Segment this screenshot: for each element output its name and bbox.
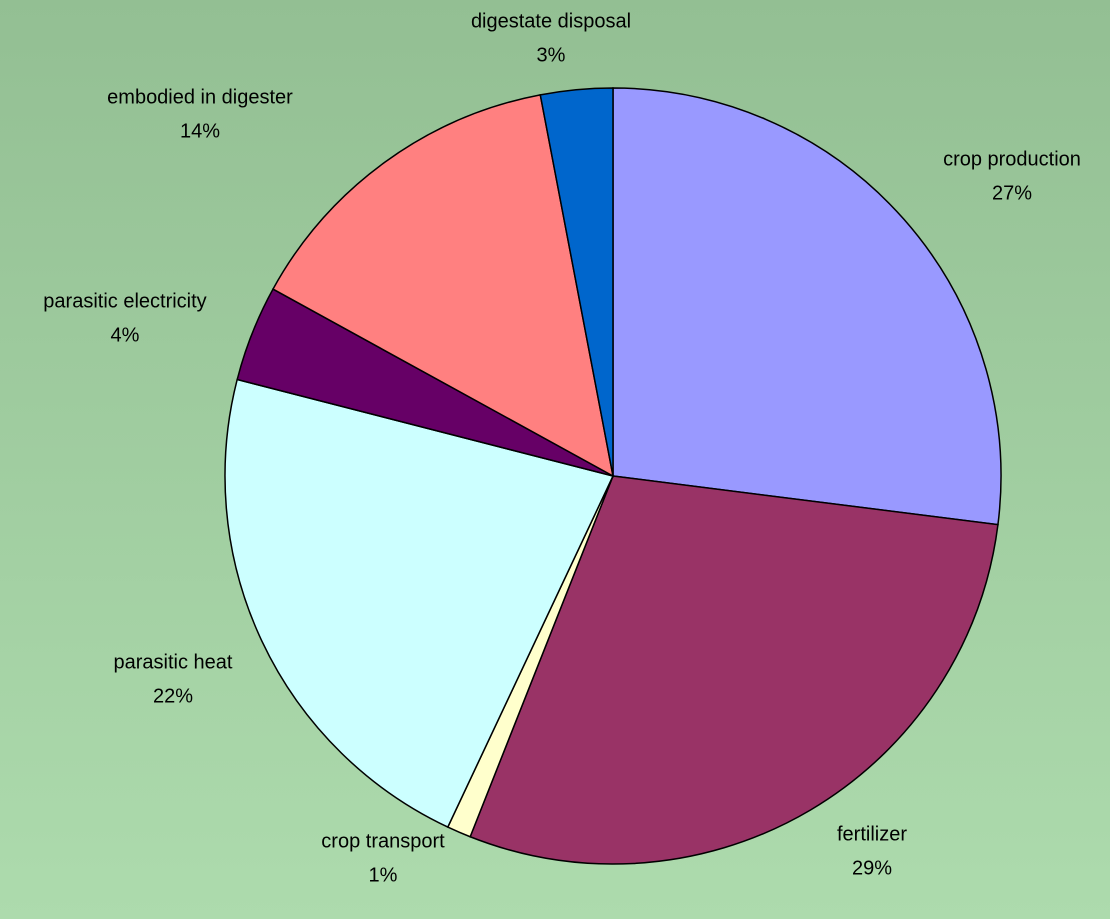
slice-label: crop production bbox=[943, 148, 1081, 170]
slice-value: 4% bbox=[111, 324, 140, 346]
slice-value: 29% bbox=[852, 857, 892, 879]
slice-value: 22% bbox=[153, 685, 193, 707]
pie-slice bbox=[224, 378, 615, 829]
pie-slice bbox=[612, 87, 1002, 526]
slice-value: 14% bbox=[180, 120, 220, 142]
slice-label: parasitic heat bbox=[114, 651, 233, 673]
slice-value: 1% bbox=[369, 864, 398, 886]
slice-label: crop transport bbox=[321, 830, 445, 852]
slice-label: digestate disposal bbox=[471, 10, 631, 32]
slice-label: fertilizer bbox=[837, 823, 907, 845]
pie-slice bbox=[271, 93, 615, 478]
slice-label: embodied in digester bbox=[107, 86, 293, 108]
pie-slice bbox=[539, 87, 614, 477]
slice-value: 27% bbox=[992, 182, 1032, 204]
pie-slice bbox=[469, 475, 999, 865]
slice-label: parasitic electricity bbox=[43, 290, 206, 312]
slice-value: 3% bbox=[537, 44, 566, 66]
